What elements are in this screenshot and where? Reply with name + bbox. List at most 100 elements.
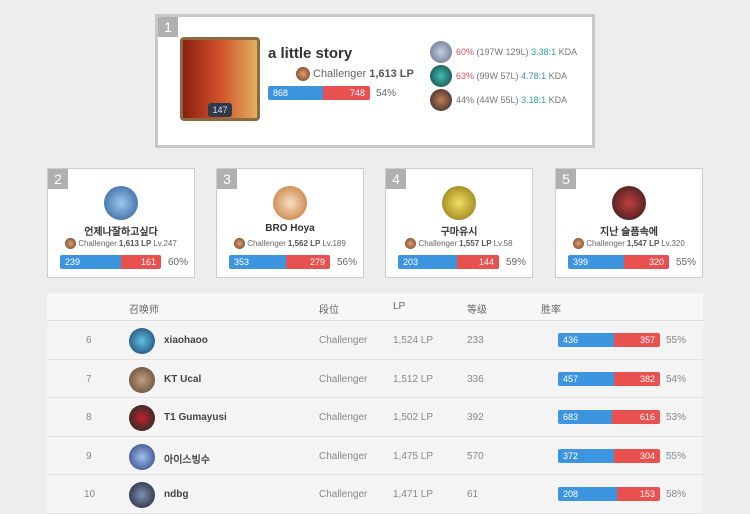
level: 336 [467, 373, 484, 385]
lp: 1,613 LP [369, 68, 414, 80]
level: Lv.320 [661, 239, 685, 248]
header-level: 等级 [467, 305, 487, 316]
wins: 203 [398, 255, 458, 269]
tier-info: Challenger 1,557 LP Lv.58 [386, 238, 532, 249]
champion-winrate: 63% [456, 71, 475, 81]
tier: Challenger [586, 239, 625, 248]
summoner-name[interactable]: a little story [268, 45, 353, 62]
table-row[interactable]: 7 KT Ucal Challenger 1,512 LP 336 457 382 54% [47, 360, 703, 398]
rank-number: 4 [386, 169, 406, 189]
table-row[interactable]: 10 ndbg Challenger 1,471 LP 61 208 153 58% [47, 475, 703, 514]
profile-icon [129, 443, 155, 470]
kda-label: KDA [548, 95, 568, 105]
winloss-bar: 683 616 [558, 410, 660, 424]
summoner-name[interactable]: 지난 슬픔속에 [600, 227, 658, 238]
table-row[interactable]: 9 아이스빙수 Challenger 1,475 LP 570 372 304 55% [47, 437, 703, 475]
champion-icon [430, 65, 452, 87]
tier-info: Challenger 1,547 LP Lv.320 [556, 238, 702, 249]
tier: Challenger [313, 68, 367, 80]
champion-winrate: 44% [456, 95, 475, 105]
summoner-name[interactable]: T1 Gumayusi [164, 412, 227, 423]
winrate: 55% [666, 450, 687, 462]
wins: 436 [558, 333, 615, 347]
winrate: 59% [506, 257, 527, 268]
player-card[interactable]: 3 BRO Hoya Challenger 1,562 LP Lv.189 353 27… [216, 168, 364, 278]
challenger-emblem-icon [573, 238, 585, 249]
kda-label: KDA [558, 47, 578, 57]
losses: 161 [120, 255, 161, 269]
losses: 382 [613, 371, 660, 386]
winrate: 54% [376, 88, 397, 99]
level-badge: 147 [208, 103, 232, 117]
wins: 683 [558, 410, 612, 424]
winloss-bar: 372 304 [558, 448, 660, 463]
winrate: 55% [676, 257, 697, 268]
ranking-table: 召唤师 段位 LP 等级 胜率 6 xiaohaoo Challenger 1,524… [47, 293, 703, 514]
summoner-name[interactable]: xiaohaoo [164, 335, 208, 346]
level: 392 [467, 412, 484, 423]
champion-icon [430, 89, 452, 111]
winrate: 56% [337, 257, 358, 268]
tier: Challenger [319, 335, 368, 346]
champion-kda: 4.78:1 [521, 71, 547, 81]
losses: 144 [457, 255, 499, 269]
level: 233 [467, 335, 484, 346]
profile-icon [612, 186, 646, 220]
lp: 1,557 LP [459, 239, 492, 248]
tier-info: Challenger 1,613 LP [296, 67, 414, 81]
lp: 1,471 LP [393, 489, 434, 500]
lp: 1,524 LP [393, 335, 434, 346]
winloss-bar: 353 279 [229, 255, 330, 269]
wins: 457 [558, 371, 614, 386]
champion-record: (99W 57L) [476, 71, 519, 81]
champion-stat: 63% (99W 57L) 4.78:1 KDA [430, 65, 567, 87]
lp: 1,547 LP [626, 239, 660, 248]
losses: 320 [624, 255, 669, 269]
wins: 868 [268, 86, 323, 100]
champion-stat: 44% (44W 55L) 3.18:1 KDA [430, 89, 567, 111]
wins: 353 [229, 255, 286, 269]
summoner-name[interactable]: 구마유시 [440, 227, 478, 238]
player-card[interactable]: 2 언제나잘하고싶다 Challenger 1,613 LP Lv.247 239 16… [47, 168, 195, 278]
losses: 153 [616, 487, 660, 501]
lp: 1,562 LP [287, 239, 321, 248]
player-card[interactable]: 4 구마유시 Challenger 1,557 LP Lv.58 203 144 59% [385, 168, 533, 278]
table-row[interactable]: 8 T1 Gumayusi Challenger 1,502 LP 392 683 616 5… [47, 398, 703, 437]
rank: 8 [86, 412, 92, 423]
champion-kda: 3.38:1 [531, 47, 557, 57]
challenger-emblem-icon [65, 238, 77, 249]
rank-number: 1 [158, 17, 178, 37]
tier-info: Challenger 1,613 LP Lv.247 [48, 238, 194, 249]
table-row[interactable]: 6 xiaohaoo Challenger 1,524 LP 233 436 357 55% [47, 321, 703, 360]
profile-icon [129, 328, 155, 354]
summoner-name[interactable]: BRO Hoya [265, 223, 315, 234]
losses: 357 [614, 333, 660, 347]
rank: 6 [86, 335, 92, 346]
summoner-name[interactable]: KT Ucal [164, 373, 202, 385]
wins: 372 [558, 448, 615, 463]
player-card[interactable]: 5 지난 슬픔속에 Challenger 1,547 LP Lv.320 399 320… [555, 168, 703, 278]
champion-stat: 60% (197W 129L) 3.38:1 KDA [430, 41, 577, 63]
summoner-name[interactable]: 아이스빙수 [164, 454, 210, 466]
tier: Challenger [78, 239, 117, 248]
losses: 279 [285, 255, 330, 269]
champion-winrate: 60% [456, 47, 475, 57]
lp: 1,512 LP [393, 373, 434, 385]
tier: Challenger [319, 412, 368, 423]
challenger-emblem-icon [234, 238, 246, 249]
summoner-name[interactable]: ndbg [164, 489, 189, 500]
rank-number: 5 [556, 169, 576, 189]
profile-icon [129, 366, 155, 393]
wins: 399 [568, 255, 625, 269]
summoner-name[interactable]: 언제나잘하고싶다 [84, 227, 158, 238]
level: Lv.58 [493, 239, 513, 248]
rank-number: 2 [48, 169, 68, 189]
header-summoner: 召唤师 [129, 305, 159, 316]
wins: 239 [60, 255, 121, 269]
top-player-card[interactable]: 1 147 a little story Challenger 1,613 LP… [155, 14, 595, 148]
winloss-bar: 208 153 [558, 487, 660, 501]
rank-number: 3 [217, 169, 237, 189]
tier: Challenger [418, 239, 458, 248]
winloss-bar: 239 161 [60, 255, 161, 269]
rank: 9 [86, 450, 92, 462]
